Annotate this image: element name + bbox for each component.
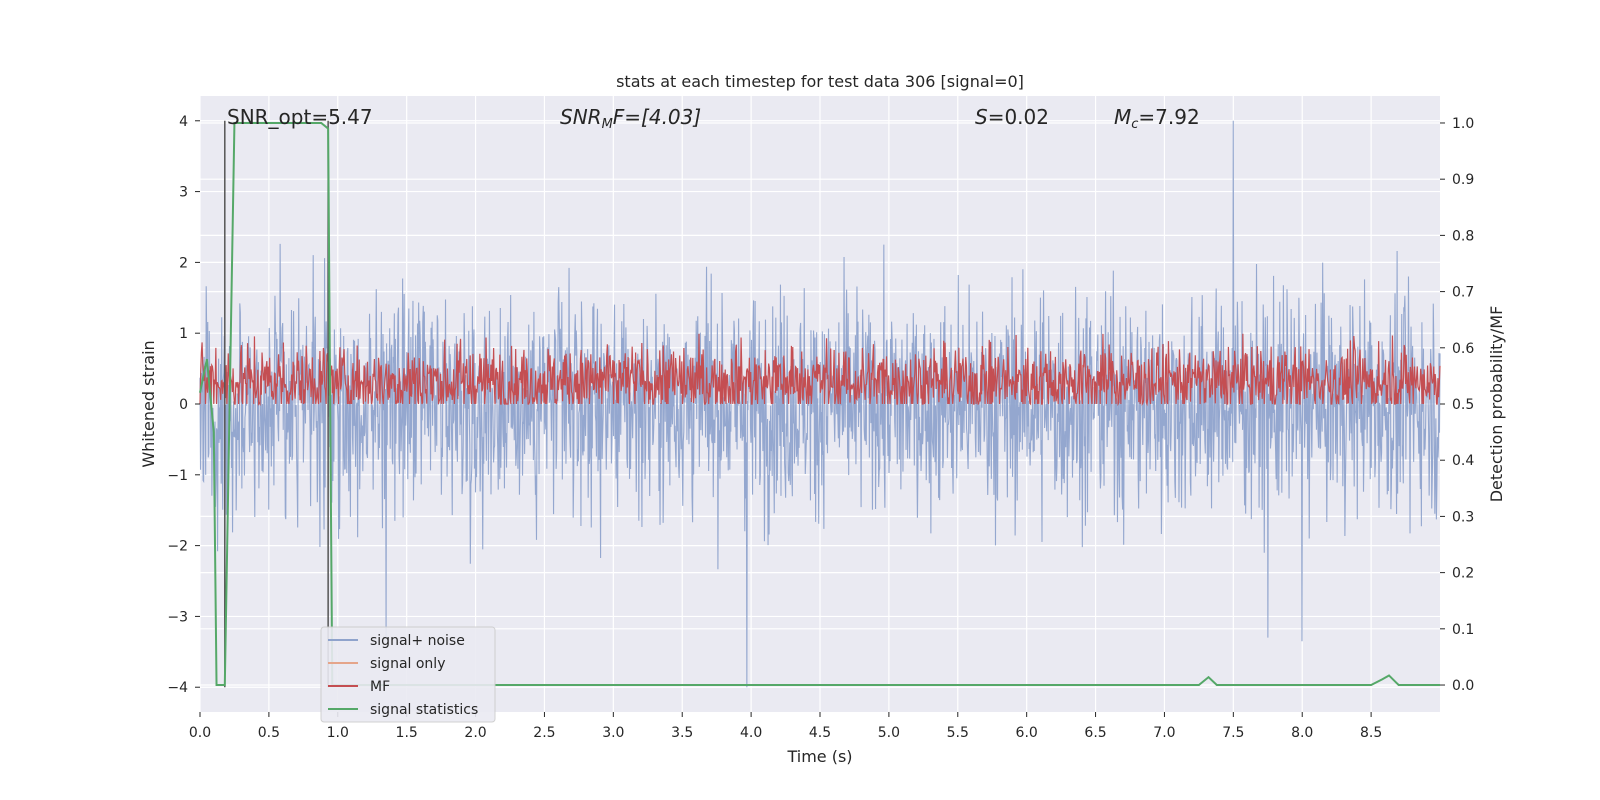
x-tick-label: 1.5 [396,725,418,741]
y-tick-label: 4 [179,114,188,130]
series-signal-statistics [199,121,1440,687]
y-tick-label: 1 [179,326,188,342]
y2-tick-label: 0.0 [1452,678,1474,694]
y2-tick-label: 0.5 [1452,397,1474,413]
annotation-s: S=0.02 [975,105,1049,129]
x-axis-label: Time (s) [786,747,852,766]
y2-tick-label: 0.9 [1452,172,1474,188]
legend-label-signal-noise: signal+ noise [370,633,465,649]
x-tick-label: 5.5 [947,725,969,741]
ticks: 0.0 0.5 1.0 1.5 2.0 2.5 3.0 3.5 4.0 4.5 5.0 5.5 6.0 6… [167,114,1474,741]
chart-title: stats at each timestep for test data 306… [616,72,1024,91]
y2-tick-label: 1.0 [1452,116,1474,132]
legend-label-signal-only: signal only [370,656,445,672]
y2-axis-label: Detection probability/MF [1487,306,1506,503]
x-tick-label: 0.5 [258,725,280,741]
y-tick-label: −4 [167,680,188,696]
line-signal-statistics [199,121,1440,687]
legend-label-mf: MF [370,679,390,695]
y2-tick-label: 0.2 [1452,566,1474,582]
x-tick-label: 8.0 [1291,725,1313,741]
x-tick-label: 4.5 [809,725,831,741]
x-tick-label: 1.0 [327,725,349,741]
legend-label-signal-statistics: signal statistics [370,702,478,718]
y2-tick-label: 0.6 [1452,341,1474,357]
x-tick-label: 2.0 [464,725,486,741]
annotation-mc: Mc=7.92 [1114,105,1200,132]
legend: signal+ noise signal only MF signal stat… [320,626,496,723]
x-tick-label: 3.5 [671,725,693,741]
x-tick-label: 2.5 [533,725,555,741]
y2-tick-label: 0.1 [1452,622,1474,638]
annotation-snr-mf: SNRMF=[4.03] [560,105,701,132]
x-tick-label: 5.0 [878,725,900,741]
x-tick-label: 3.0 [602,725,624,741]
y2-tick-label: 0.8 [1452,228,1474,244]
series-mf [199,333,1441,407]
y2-tick-label: 0.7 [1452,285,1474,301]
y-tick-label: −3 [167,609,188,625]
y2-tick-label: 0.4 [1452,453,1474,469]
y-tick-label: 0 [179,397,188,413]
x-tick-label: 4.0 [740,725,762,741]
annotation-snr-opt: SNR_opt=5.47 [227,105,373,129]
y-tick-label: 3 [179,185,188,201]
x-tick-label: 0.0 [189,725,211,741]
y2-tick-label: 0.3 [1452,509,1474,525]
x-tick-label: 7.5 [1222,725,1244,741]
x-tick-label: 8.5 [1360,725,1382,741]
y-axis-label: Whitened strain [139,340,158,467]
y-tick-label: −2 [167,539,188,555]
y-tick-label: −1 [167,468,188,484]
legend-box [320,626,496,723]
y-tick-label: 2 [179,255,188,271]
x-tick-label: 7.0 [1153,725,1175,741]
x-tick-label: 6.0 [1016,725,1038,741]
x-tick-label: 6.5 [1084,725,1106,741]
line-mf [199,333,1441,407]
